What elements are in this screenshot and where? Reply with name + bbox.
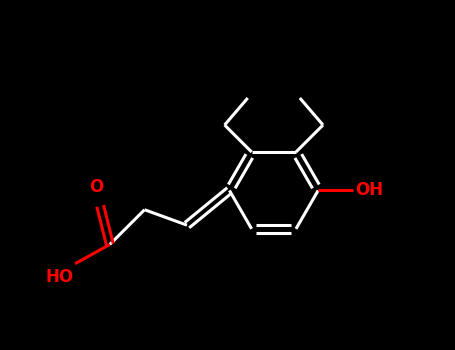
Text: OH: OH (355, 181, 383, 200)
Text: O: O (89, 178, 103, 196)
Text: HO: HO (45, 268, 73, 286)
